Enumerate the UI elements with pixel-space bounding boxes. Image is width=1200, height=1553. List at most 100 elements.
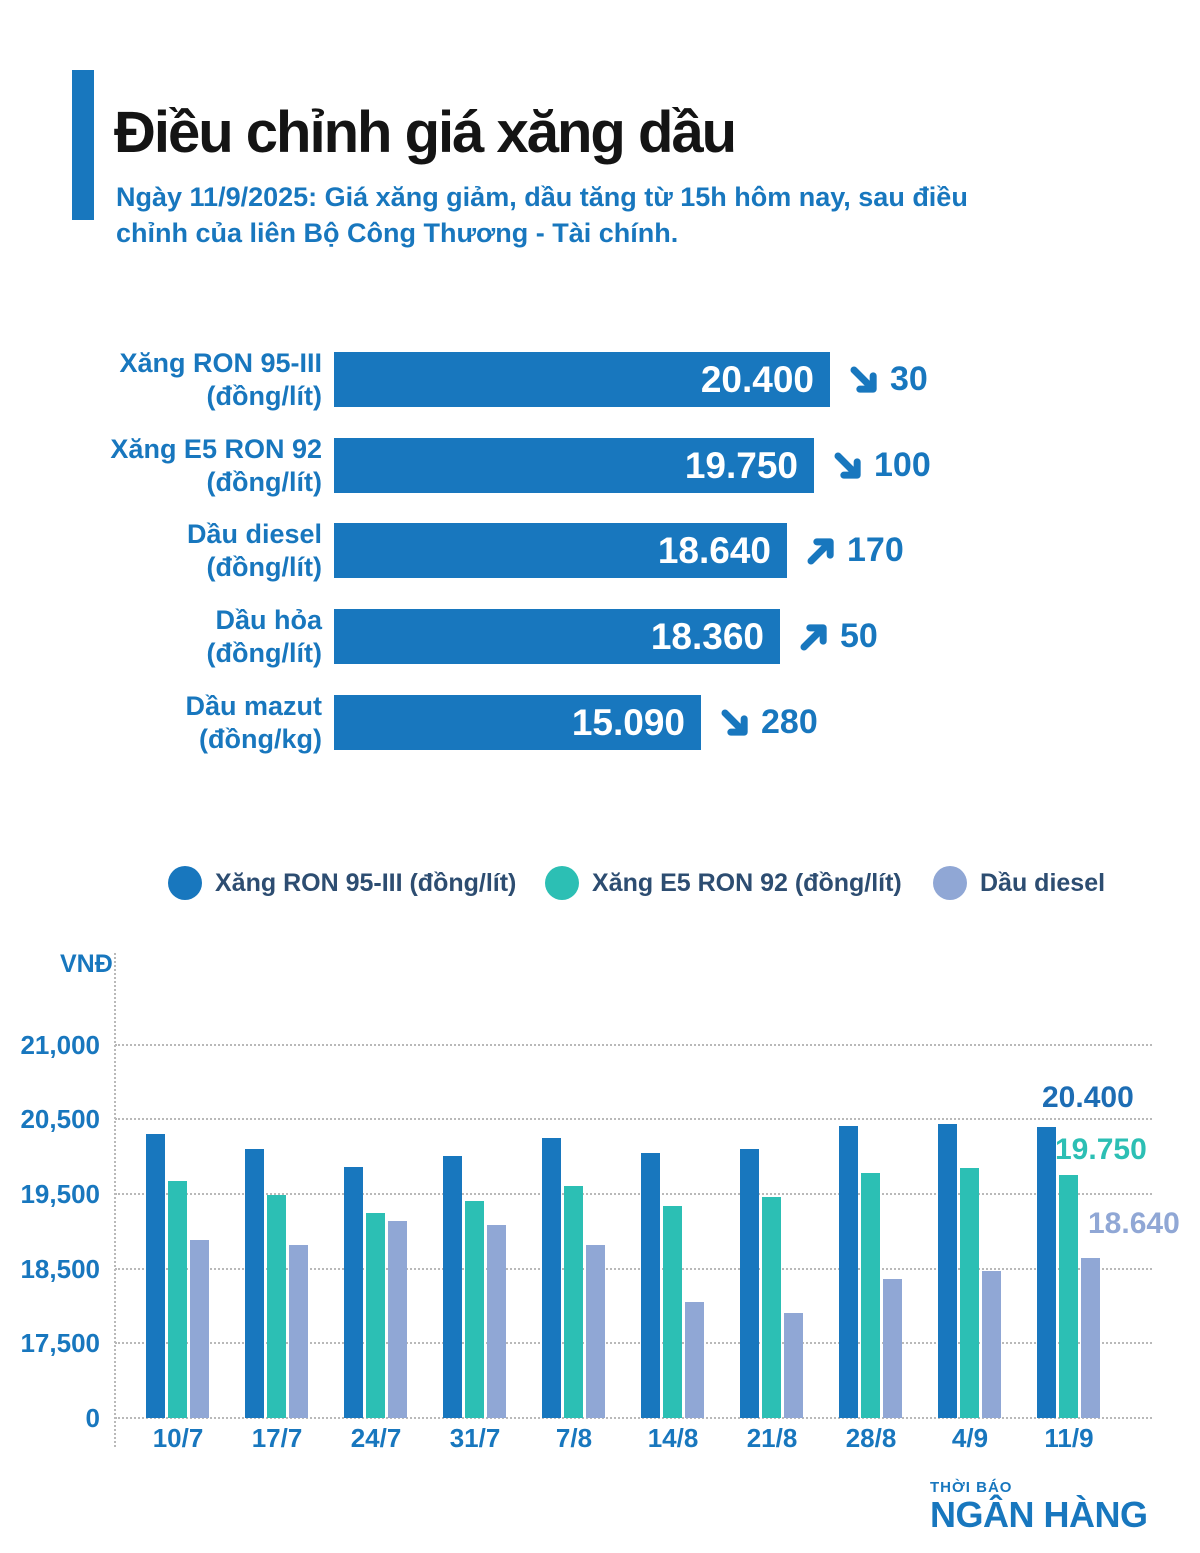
x-tick-label: 31/7 bbox=[449, 1423, 501, 1453]
grouped-bar bbox=[641, 1153, 660, 1418]
y-tick-label: 20,500 bbox=[20, 1104, 100, 1134]
grouped-bar bbox=[542, 1138, 561, 1418]
grouped-bar bbox=[586, 1245, 605, 1418]
price-row: Dầu hỏa (đồng/lít) 18.360 50 bbox=[0, 605, 1200, 668]
decrease-arrow-icon bbox=[844, 360, 884, 400]
grouped-bar bbox=[344, 1167, 363, 1418]
grouped-bar bbox=[388, 1221, 407, 1418]
x-tick-label: 10/7 bbox=[152, 1423, 204, 1453]
price-row-label: Dầu hỏa (đồng/lít) bbox=[0, 604, 322, 670]
publisher-logo-small-text: THỜI BÁO bbox=[930, 1479, 1013, 1496]
fuel-name: Xăng RON 95-III bbox=[119, 347, 322, 378]
grouped-bar bbox=[487, 1225, 506, 1418]
grouped-bar bbox=[1081, 1258, 1100, 1418]
fuel-name: Dầu hỏa bbox=[215, 604, 322, 635]
price-row: Xăng RON 95-III (đồng/lít) 20.400 30 bbox=[0, 348, 1200, 411]
grouped-bar bbox=[861, 1173, 880, 1418]
publisher-logo-large-text: NGÂN HÀNG bbox=[930, 1494, 1148, 1535]
page-subtitle: Ngày 11/9/2025: Giá xăng giảm, dầu tăng … bbox=[116, 182, 968, 249]
grouped-bar bbox=[564, 1186, 583, 1418]
x-tick-label: 7/8 bbox=[555, 1423, 593, 1453]
grid-line bbox=[115, 1417, 1152, 1419]
page-title: Điều chỉnh giá xăng dầu bbox=[114, 99, 737, 165]
price-value: 19.750 bbox=[684, 445, 798, 486]
fuel-unit: (đồng/lít) bbox=[206, 637, 322, 668]
price-row-label: Dầu diesel (đồng/lít) bbox=[0, 518, 322, 584]
grouped-bar bbox=[663, 1206, 682, 1418]
price-change-value: 100 bbox=[874, 446, 931, 484]
grouped-bar bbox=[289, 1245, 308, 1418]
bar-end-label: 20.400 bbox=[1042, 1081, 1134, 1114]
grouped-bar bbox=[1037, 1127, 1056, 1418]
fuel-unit: (đồng/lít) bbox=[206, 551, 322, 582]
fuel-unit: (đồng/kg) bbox=[199, 723, 322, 754]
x-tick-label: 14/8 bbox=[647, 1423, 699, 1453]
increase-arrow-icon bbox=[801, 531, 841, 571]
fuel-unit: (đồng/lít) bbox=[206, 380, 322, 411]
price-value: 15.090 bbox=[571, 702, 685, 743]
price-row: Dầu mazut (đồng/kg) 15.090 280 bbox=[0, 691, 1200, 754]
grouped-bar bbox=[883, 1279, 902, 1418]
grouped-bar bbox=[1059, 1175, 1078, 1418]
price-row-label: Dầu mazut (đồng/kg) bbox=[0, 690, 322, 756]
fuel-name: Dầu mazut bbox=[185, 690, 322, 721]
y-tick-label: 18,500 bbox=[20, 1254, 100, 1284]
grid-line bbox=[115, 1044, 1152, 1046]
grid-line bbox=[115, 1193, 1152, 1195]
x-tick-label: 17/7 bbox=[251, 1423, 303, 1453]
fuel-unit: (đồng/lít) bbox=[206, 466, 322, 497]
grouped-bar bbox=[443, 1156, 462, 1418]
grid-line bbox=[115, 1342, 1152, 1344]
legend-dot-icon bbox=[168, 866, 202, 900]
publisher-logo: THỜI BÁO NGÂN HÀNG bbox=[930, 1479, 1148, 1534]
grouped-bar bbox=[982, 1271, 1001, 1418]
y-tick-label: 0 bbox=[85, 1403, 100, 1433]
y-tick-label: 17,500 bbox=[20, 1328, 100, 1358]
legend-label: Dầu diesel bbox=[980, 869, 1106, 897]
bar-end-label: 19.750 bbox=[1055, 1133, 1147, 1166]
bar-end-label: 18.640 bbox=[1088, 1207, 1180, 1240]
legend-label: Xăng RON 95-III (đồng/lít) bbox=[215, 869, 517, 897]
grouped-bar bbox=[366, 1213, 385, 1418]
grouped-bar bbox=[190, 1240, 209, 1418]
grouped-bar bbox=[168, 1181, 187, 1418]
fuel-name: Dầu diesel bbox=[186, 518, 322, 549]
grid-line bbox=[115, 1268, 1152, 1270]
legend-dot-icon bbox=[933, 866, 967, 900]
legend-dot-icon bbox=[545, 866, 579, 900]
x-tick-label: 11/9 bbox=[1044, 1423, 1094, 1453]
grouped-bar bbox=[960, 1168, 979, 1418]
x-tick-label: 28/8 bbox=[845, 1423, 897, 1453]
grouped-bar bbox=[762, 1197, 781, 1418]
price-value: 20.400 bbox=[700, 359, 814, 400]
grouped-bar bbox=[839, 1126, 858, 1418]
price-row-label: Xăng RON 95-III (đồng/lít) bbox=[0, 347, 322, 413]
price-change-value: 30 bbox=[890, 360, 928, 398]
price-bar: 18.360 bbox=[334, 609, 780, 664]
price-change-value: 50 bbox=[840, 617, 878, 655]
y-axis-title: VNĐ bbox=[60, 950, 113, 978]
price-row: Xăng E5 RON 92 (đồng/lít) 19.750 100 bbox=[0, 434, 1200, 497]
grouped-bar bbox=[938, 1124, 957, 1418]
y-tick-label: 21,000 bbox=[20, 1030, 100, 1060]
title-accent-bar bbox=[72, 70, 94, 220]
x-tick-label: 4/9 bbox=[951, 1423, 989, 1453]
grid-line bbox=[115, 1118, 1152, 1120]
price-change-value: 170 bbox=[847, 531, 904, 569]
grouped-bar bbox=[465, 1201, 484, 1418]
grouped-bar bbox=[146, 1134, 165, 1418]
price-row-label: Xăng E5 RON 92 (đồng/lít) bbox=[0, 433, 322, 499]
grouped-bar bbox=[784, 1313, 803, 1418]
grouped-bar bbox=[740, 1149, 759, 1418]
grouped-bar bbox=[245, 1149, 264, 1418]
decrease-arrow-icon bbox=[715, 703, 755, 743]
price-row: Dầu diesel (đồng/lít) 18.640 170 bbox=[0, 519, 1200, 582]
fuel-name: Xăng E5 RON 92 bbox=[110, 433, 322, 464]
legend-label: Xăng E5 RON 92 (đồng/lít) bbox=[592, 869, 902, 897]
price-value: 18.360 bbox=[650, 616, 764, 657]
price-bar: 19.750 bbox=[334, 438, 814, 493]
grouped-bar bbox=[685, 1302, 704, 1418]
decrease-arrow-icon bbox=[828, 446, 868, 486]
increase-arrow-icon bbox=[794, 617, 834, 657]
